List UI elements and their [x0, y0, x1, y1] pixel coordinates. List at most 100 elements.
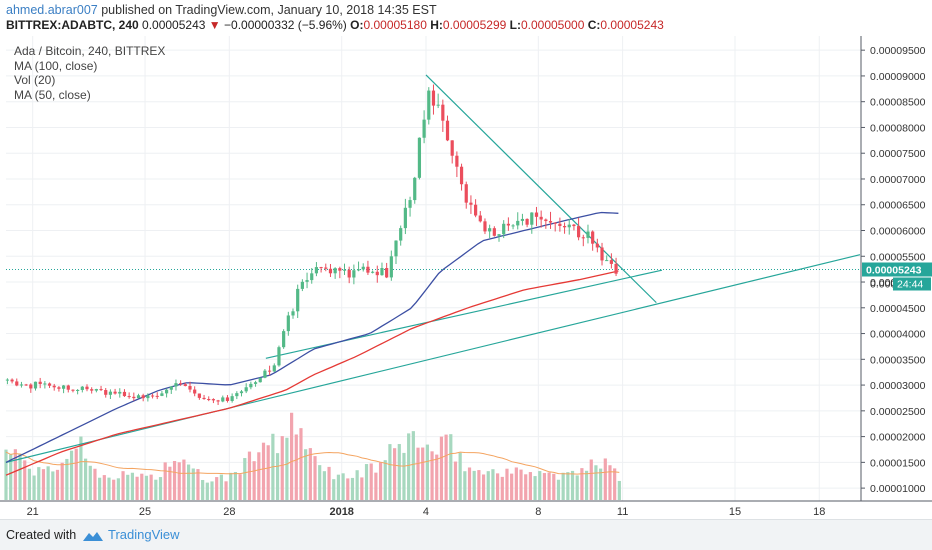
candle-body — [371, 271, 375, 273]
volume-bar — [37, 467, 41, 500]
candle-body — [33, 381, 38, 389]
candle-body — [99, 389, 103, 391]
high-value: 0.00005299 — [442, 18, 507, 32]
candle-body — [71, 389, 75, 391]
candle-body — [282, 331, 286, 348]
volume-bar — [374, 472, 378, 500]
volume-bar — [299, 428, 303, 500]
candle-body — [305, 280, 309, 282]
candle-body — [314, 267, 319, 274]
close-value: 0.00005243 — [600, 18, 664, 32]
volume-bar — [294, 434, 298, 500]
candle-body — [609, 260, 613, 264]
created-with-label: Created with — [6, 528, 77, 542]
countdown-label: 24:44 — [897, 279, 923, 291]
candle-body — [108, 391, 113, 395]
legend-volume[interactable]: Vol (20) — [14, 73, 56, 87]
volume-bar — [360, 477, 364, 500]
indicator-layer — [5, 74, 861, 476]
volume-bar — [566, 472, 570, 500]
volume-bar — [93, 468, 97, 500]
volume-bar — [500, 476, 504, 500]
candle-body — [520, 218, 525, 221]
tradingview-brand[interactable]: TradingView — [82, 527, 180, 542]
candle-body — [225, 397, 230, 401]
volume-bar — [32, 475, 36, 500]
chart-area[interactable]: 0.00001000 0.00001500 0.00002000 0.00002500… — [0, 36, 932, 519]
candle-body — [164, 389, 169, 394]
open-value: 0.00005180 — [363, 18, 427, 32]
candle-body — [488, 228, 492, 232]
volume-bar — [224, 481, 228, 500]
price-tick-label: 0.00008000 — [870, 122, 926, 134]
axis-layer: 0.00001000 0.00001500 0.00002000 0.00002500… — [0, 36, 932, 518]
candle-body — [202, 397, 206, 400]
candle-body — [24, 384, 28, 386]
volume-bar — [378, 462, 383, 500]
volume-bar — [13, 449, 17, 500]
volume-bar — [425, 444, 429, 500]
candle-body — [530, 212, 534, 225]
volume-bar — [130, 472, 135, 500]
price-chart[interactable]: 0.00001000 0.00001500 0.00002000 0.00002500… — [0, 36, 932, 519]
volume-layer — [4, 412, 621, 500]
candle-body — [169, 386, 173, 390]
trendline — [5, 254, 861, 463]
volume-bar — [411, 431, 415, 500]
low-value: 0.00005000 — [520, 18, 585, 32]
candle-body — [455, 155, 459, 167]
candle-body — [445, 120, 450, 141]
volume-bar — [304, 449, 308, 500]
volume-bar — [463, 471, 467, 500]
candle-body — [577, 226, 581, 238]
candle-body — [422, 119, 426, 138]
price-tick-label: 0.00009500 — [870, 45, 926, 57]
price-tick-label: 0.00007500 — [870, 148, 926, 160]
volume-bar — [369, 463, 373, 500]
candle-body — [155, 395, 159, 397]
candle-body — [469, 202, 473, 205]
candle-body — [605, 260, 609, 262]
volume-bar — [496, 473, 500, 500]
volume-bar — [458, 452, 462, 500]
volume-bar — [79, 436, 83, 500]
volume-bar — [74, 448, 78, 500]
legend-ma100[interactable]: MA (100, close) — [14, 58, 98, 73]
volume-bar — [528, 472, 532, 500]
volume-bar — [107, 477, 111, 500]
volume-bar — [594, 465, 598, 500]
candle-body — [57, 387, 61, 389]
volume-bar — [364, 464, 369, 500]
candle-body — [104, 390, 108, 395]
candle-body — [324, 267, 328, 269]
candle-body — [207, 399, 211, 401]
candle-body — [375, 271, 379, 276]
volume-bar — [196, 469, 200, 500]
volume-bar — [318, 465, 322, 500]
candle-body — [333, 268, 337, 274]
candle-body — [352, 270, 356, 278]
volume-bar — [538, 471, 542, 500]
tradingview-logo-icon — [83, 531, 103, 541]
last-price: 0.00005243 — [142, 18, 206, 32]
volume-bar — [491, 469, 495, 500]
candle-body — [431, 90, 436, 106]
legend-ma50[interactable]: MA (50, close) — [14, 87, 91, 102]
volume-bar — [617, 480, 621, 500]
candle-body — [478, 215, 482, 222]
candle-body — [403, 207, 407, 229]
volume-bar — [477, 470, 481, 500]
price-tick-label: 0.00006000 — [870, 226, 926, 238]
candle-body — [511, 225, 515, 227]
candle-body — [389, 256, 393, 278]
volume-bar — [51, 471, 55, 500]
candle-body — [394, 240, 398, 257]
volume-bar — [584, 470, 589, 500]
trendline — [425, 74, 657, 304]
author-link[interactable]: ahmed.abrar007 — [6, 3, 98, 17]
volume-bar — [505, 468, 509, 500]
candle-body — [15, 381, 19, 386]
volume-bar — [172, 461, 177, 500]
candle-body — [427, 90, 431, 120]
candle-body — [483, 221, 487, 232]
